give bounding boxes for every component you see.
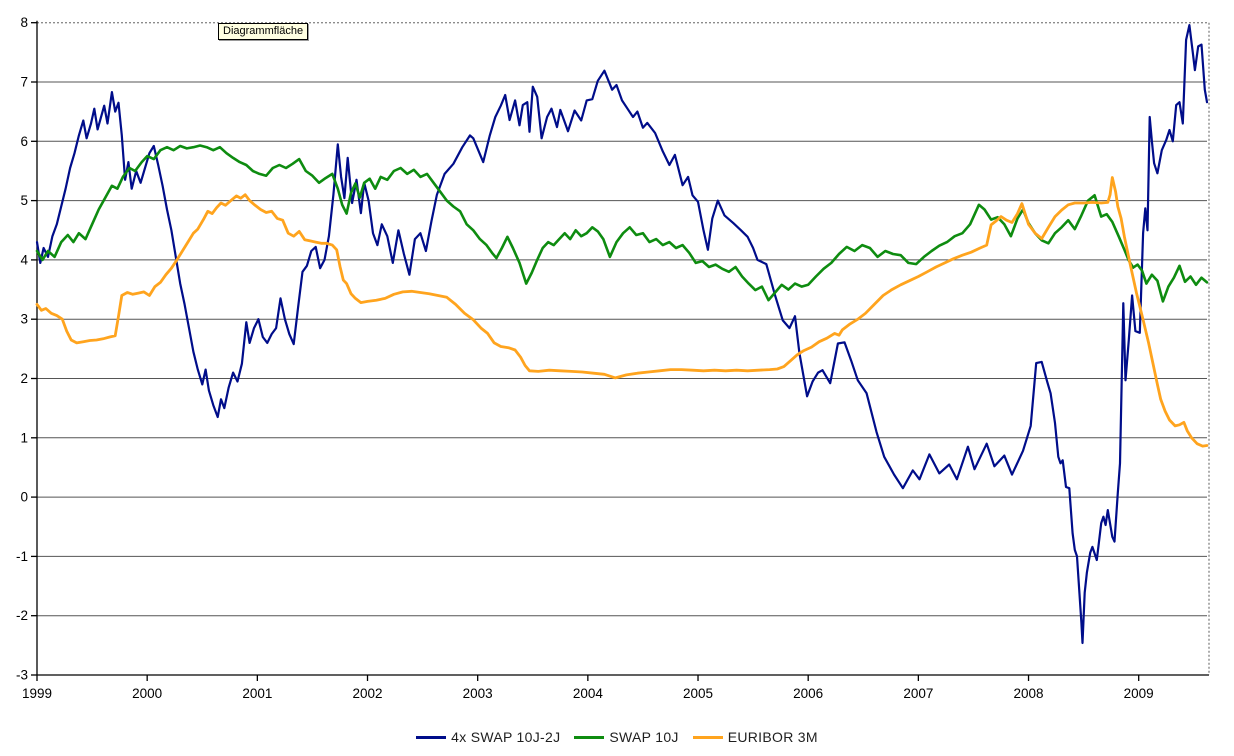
y-axis-label: -1 [16, 549, 28, 564]
x-axis-label: 2007 [903, 686, 933, 701]
series-line-4x-swap-10j-2j[interactable] [35, 24, 1209, 645]
legend-label-euribor-3m: EURIBOR 3M [727, 729, 818, 745]
legend: 4x SWAP 10J-2J SWAP 10J EURIBOR 3M [0, 729, 1234, 745]
y-axis-label: 8 [20, 15, 28, 30]
x-axis-label: 2008 [1014, 686, 1044, 701]
y-axis-label: -2 [16, 608, 28, 623]
legend-item-4x-swap-10j-2j[interactable]: 4x SWAP 10J-2J [416, 729, 560, 745]
x-axis-label: 1999 [22, 686, 52, 701]
series-line-swap-10j[interactable] [35, 144, 1209, 303]
x-axis-label: 2002 [352, 686, 382, 701]
series-line-euribor-3m[interactable] [35, 176, 1209, 448]
y-axis-label: 1 [20, 430, 28, 445]
y-axis-label: 7 [20, 75, 28, 90]
legend-label-swap-10j: SWAP 10J [609, 729, 679, 745]
chart-area-tooltip: Diagrammfläche [218, 23, 309, 40]
legend-swatch-4x-swap-10j-2j-icon [416, 735, 447, 739]
y-axis-label: 4 [20, 252, 28, 267]
legend-label-4x-swap-10j-2j: 4x SWAP 10J-2J [451, 729, 561, 745]
y-axis-label: 0 [20, 490, 28, 505]
legend-swatch-swap-10j-icon [574, 735, 605, 739]
x-axis-label: 2006 [793, 686, 823, 701]
y-axis-label: 3 [20, 312, 28, 327]
y-axis-label: 5 [20, 193, 28, 208]
x-axis-label: 2000 [132, 686, 162, 701]
x-axis-label: 2001 [242, 686, 272, 701]
legend-swatch-euribor-3m-icon [692, 735, 723, 739]
x-axis-label: 2009 [1124, 686, 1154, 701]
legend-item-swap-10j[interactable]: SWAP 10J [574, 729, 678, 745]
x-axis-label: 2003 [463, 686, 493, 701]
x-axis-label: 2005 [683, 686, 713, 701]
x-axis-label: 2004 [573, 686, 604, 701]
y-axis-label: -3 [16, 668, 28, 683]
legend-item-euribor-3m[interactable]: EURIBOR 3M [692, 729, 818, 745]
y-axis-label: 2 [20, 371, 28, 386]
y-axis-label: 6 [20, 134, 28, 149]
